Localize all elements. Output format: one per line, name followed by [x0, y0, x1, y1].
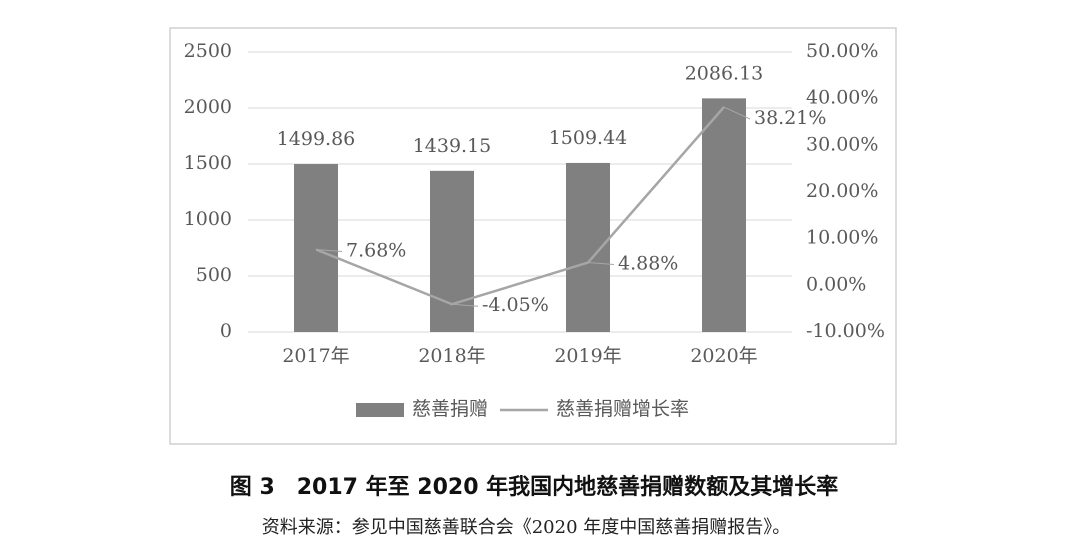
- y-tick-label: 2000: [184, 96, 232, 118]
- bar-value-label: 1509.44: [549, 127, 628, 149]
- chart-frame: [169, 27, 897, 445]
- y-tick-label: 500: [196, 264, 232, 286]
- y2-tick-label: -10.00%: [806, 320, 885, 342]
- line-value-label: -4.05%: [482, 294, 549, 316]
- leader-line: [315, 248, 343, 252]
- source: 资料来源：参见中国慈善联合会《2020 年度中国慈善捐赠报告》。: [262, 517, 791, 538]
- line-value-label: 4.88%: [618, 253, 678, 275]
- line: [315, 106, 725, 306]
- y2-tick-label: 30.00%: [806, 133, 878, 155]
- x-tick-label: 2017年: [282, 345, 349, 367]
- caption: 图 3 2017 年至 2020 年我国内地慈善捐赠数额及其增长率: [230, 474, 838, 500]
- leader-line: [587, 262, 615, 266]
- leader-line: [723, 106, 751, 120]
- bar: [430, 170, 474, 332]
- legend-label: 慈善捐赠: [412, 398, 488, 420]
- y2-tick-label: 0.00%: [806, 273, 866, 295]
- y2-tick-label: 20.00%: [806, 180, 878, 202]
- y-tick-label: 2500: [184, 40, 232, 62]
- bar-value-label: 1439.15: [413, 135, 492, 157]
- y-tick-label: 0: [220, 320, 232, 342]
- line-value-label: 7.68%: [346, 239, 406, 261]
- x-tick-label: 2019年: [554, 345, 621, 367]
- x-tick-label: 2020年: [690, 345, 757, 367]
- legend-swatch: [356, 403, 404, 417]
- bar: [294, 164, 338, 332]
- legend-label: 慈善捐赠增长率: [556, 398, 689, 420]
- line-value-label: 38.21%: [754, 107, 826, 129]
- x-tick-label: 2018年: [418, 345, 485, 367]
- leader-line: [451, 303, 479, 307]
- bar-value-label: 2086.13: [685, 62, 764, 84]
- y-tick-label: 1000: [184, 208, 232, 230]
- bar: [566, 162, 610, 332]
- y2-tick-label: 50.00%: [806, 40, 878, 62]
- bar-value-label: 1499.86: [277, 128, 356, 150]
- y-tick-label: 1500: [184, 152, 232, 174]
- y2-tick-label: 40.00%: [806, 87, 878, 109]
- y2-tick-label: 10.00%: [806, 227, 878, 249]
- bar: [702, 98, 746, 332]
